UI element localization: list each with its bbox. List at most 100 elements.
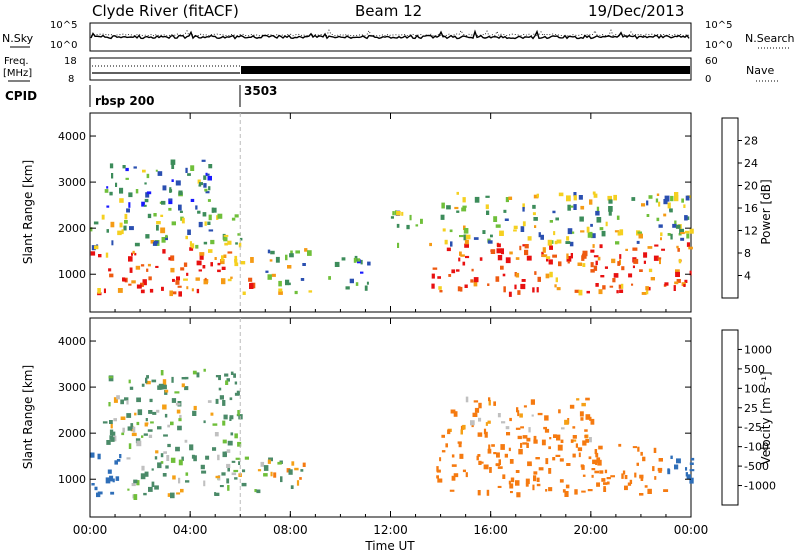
data-cell: [184, 386, 189, 391]
data-cell: [515, 272, 520, 278]
data-cell: [465, 234, 471, 240]
data-cell: [553, 231, 556, 236]
data-cell: [149, 288, 154, 293]
data-cell: [135, 189, 139, 194]
data-cell: [486, 210, 490, 215]
data-cell: [302, 462, 306, 467]
data-cell: [555, 454, 561, 457]
data-cell: [553, 434, 557, 438]
data-cell: [238, 461, 241, 465]
data-cell: [109, 191, 113, 196]
data-cell: [140, 473, 146, 480]
data-cell: [528, 427, 531, 433]
data-cell: [163, 434, 168, 437]
data-cell: [126, 400, 129, 405]
power-ylabel: Slant Range [km]: [21, 160, 35, 264]
y-tick-label: 1000: [58, 268, 86, 281]
data-cell: [230, 371, 234, 375]
x-tick-label: 16:00: [473, 523, 508, 537]
data-cell: [474, 196, 480, 203]
data-cell: [632, 446, 637, 449]
data-cell: [554, 240, 558, 245]
data-cell: [654, 244, 659, 247]
data-cell: [556, 434, 561, 441]
data-cell: [190, 165, 195, 171]
data-cell: [199, 254, 204, 260]
data-cell: [533, 475, 537, 482]
data-cell: [106, 205, 110, 208]
data-cell: [219, 395, 224, 400]
data-cell: [134, 412, 137, 416]
data-cell: [183, 278, 188, 281]
data-cell: [517, 410, 520, 417]
data-cell: [489, 467, 492, 473]
data-cell: [221, 255, 224, 261]
data-cell: [572, 453, 576, 458]
data-cell: [201, 470, 207, 474]
data-cell: [277, 461, 282, 465]
data-cell: [685, 472, 688, 477]
data-cell: [572, 439, 577, 442]
data-cell: [493, 452, 497, 455]
data-cell: [645, 290, 649, 295]
data-cell: [477, 490, 481, 496]
data-cell: [210, 262, 213, 267]
data-cell: [131, 252, 133, 256]
x-tick-label: 00:00: [674, 523, 709, 537]
data-cell: [652, 466, 655, 472]
data-cell: [233, 469, 239, 473]
y-tick-label: 1000: [58, 473, 86, 486]
data-cell: [451, 475, 456, 481]
data-cell: [166, 455, 170, 461]
data-cell: [683, 284, 686, 287]
data-cell: [215, 375, 219, 378]
data-cell: [367, 261, 371, 266]
data-cell: [90, 251, 96, 256]
data-cell: [140, 289, 145, 294]
power-colorbar-label: Power [dB]: [759, 179, 773, 244]
data-cell: [146, 173, 150, 179]
x-tick-label: 04:00: [173, 523, 208, 537]
data-cell: [165, 465, 169, 469]
data-cell: [532, 212, 536, 216]
data-cell: [496, 248, 502, 254]
data-cell: [508, 447, 511, 452]
data-cell: [142, 279, 147, 286]
data-cell: [537, 412, 543, 416]
data-cell: [217, 262, 221, 266]
colorbar-tick-label: 24: [744, 157, 758, 170]
nsky-tick-top: 10^5: [50, 20, 77, 31]
data-cell: [364, 285, 368, 291]
data-cell: [594, 449, 598, 455]
data-cell: [460, 254, 465, 257]
data-cell: [205, 191, 210, 194]
data-cell: [429, 242, 432, 247]
data-cell: [181, 383, 185, 388]
data-cell: [501, 248, 504, 255]
data-cell: [394, 210, 397, 215]
data-cell: [454, 206, 459, 210]
data-cell: [611, 258, 616, 264]
data-cell: [462, 424, 466, 430]
data-cell: [222, 420, 226, 426]
data-cell: [667, 469, 671, 475]
data-cell: [564, 419, 569, 425]
data-cell: [484, 431, 488, 438]
data-cell: [216, 215, 219, 220]
data-cell: [453, 411, 458, 417]
data-cell: [689, 228, 694, 234]
data-cell: [218, 375, 221, 381]
data-cell: [572, 426, 576, 429]
data-cell: [203, 241, 208, 245]
data-cell: [516, 407, 519, 413]
data-cell: [487, 240, 493, 244]
data-cell: [639, 493, 644, 496]
nsky-tick-bottom: 10^0: [50, 40, 77, 51]
data-cell: [624, 485, 628, 491]
data-cell: [431, 283, 435, 289]
data-cell: [591, 233, 596, 239]
data-cell: [117, 230, 122, 236]
data-cell: [199, 252, 205, 256]
data-cell: [565, 484, 570, 489]
data-cell: [265, 270, 269, 273]
